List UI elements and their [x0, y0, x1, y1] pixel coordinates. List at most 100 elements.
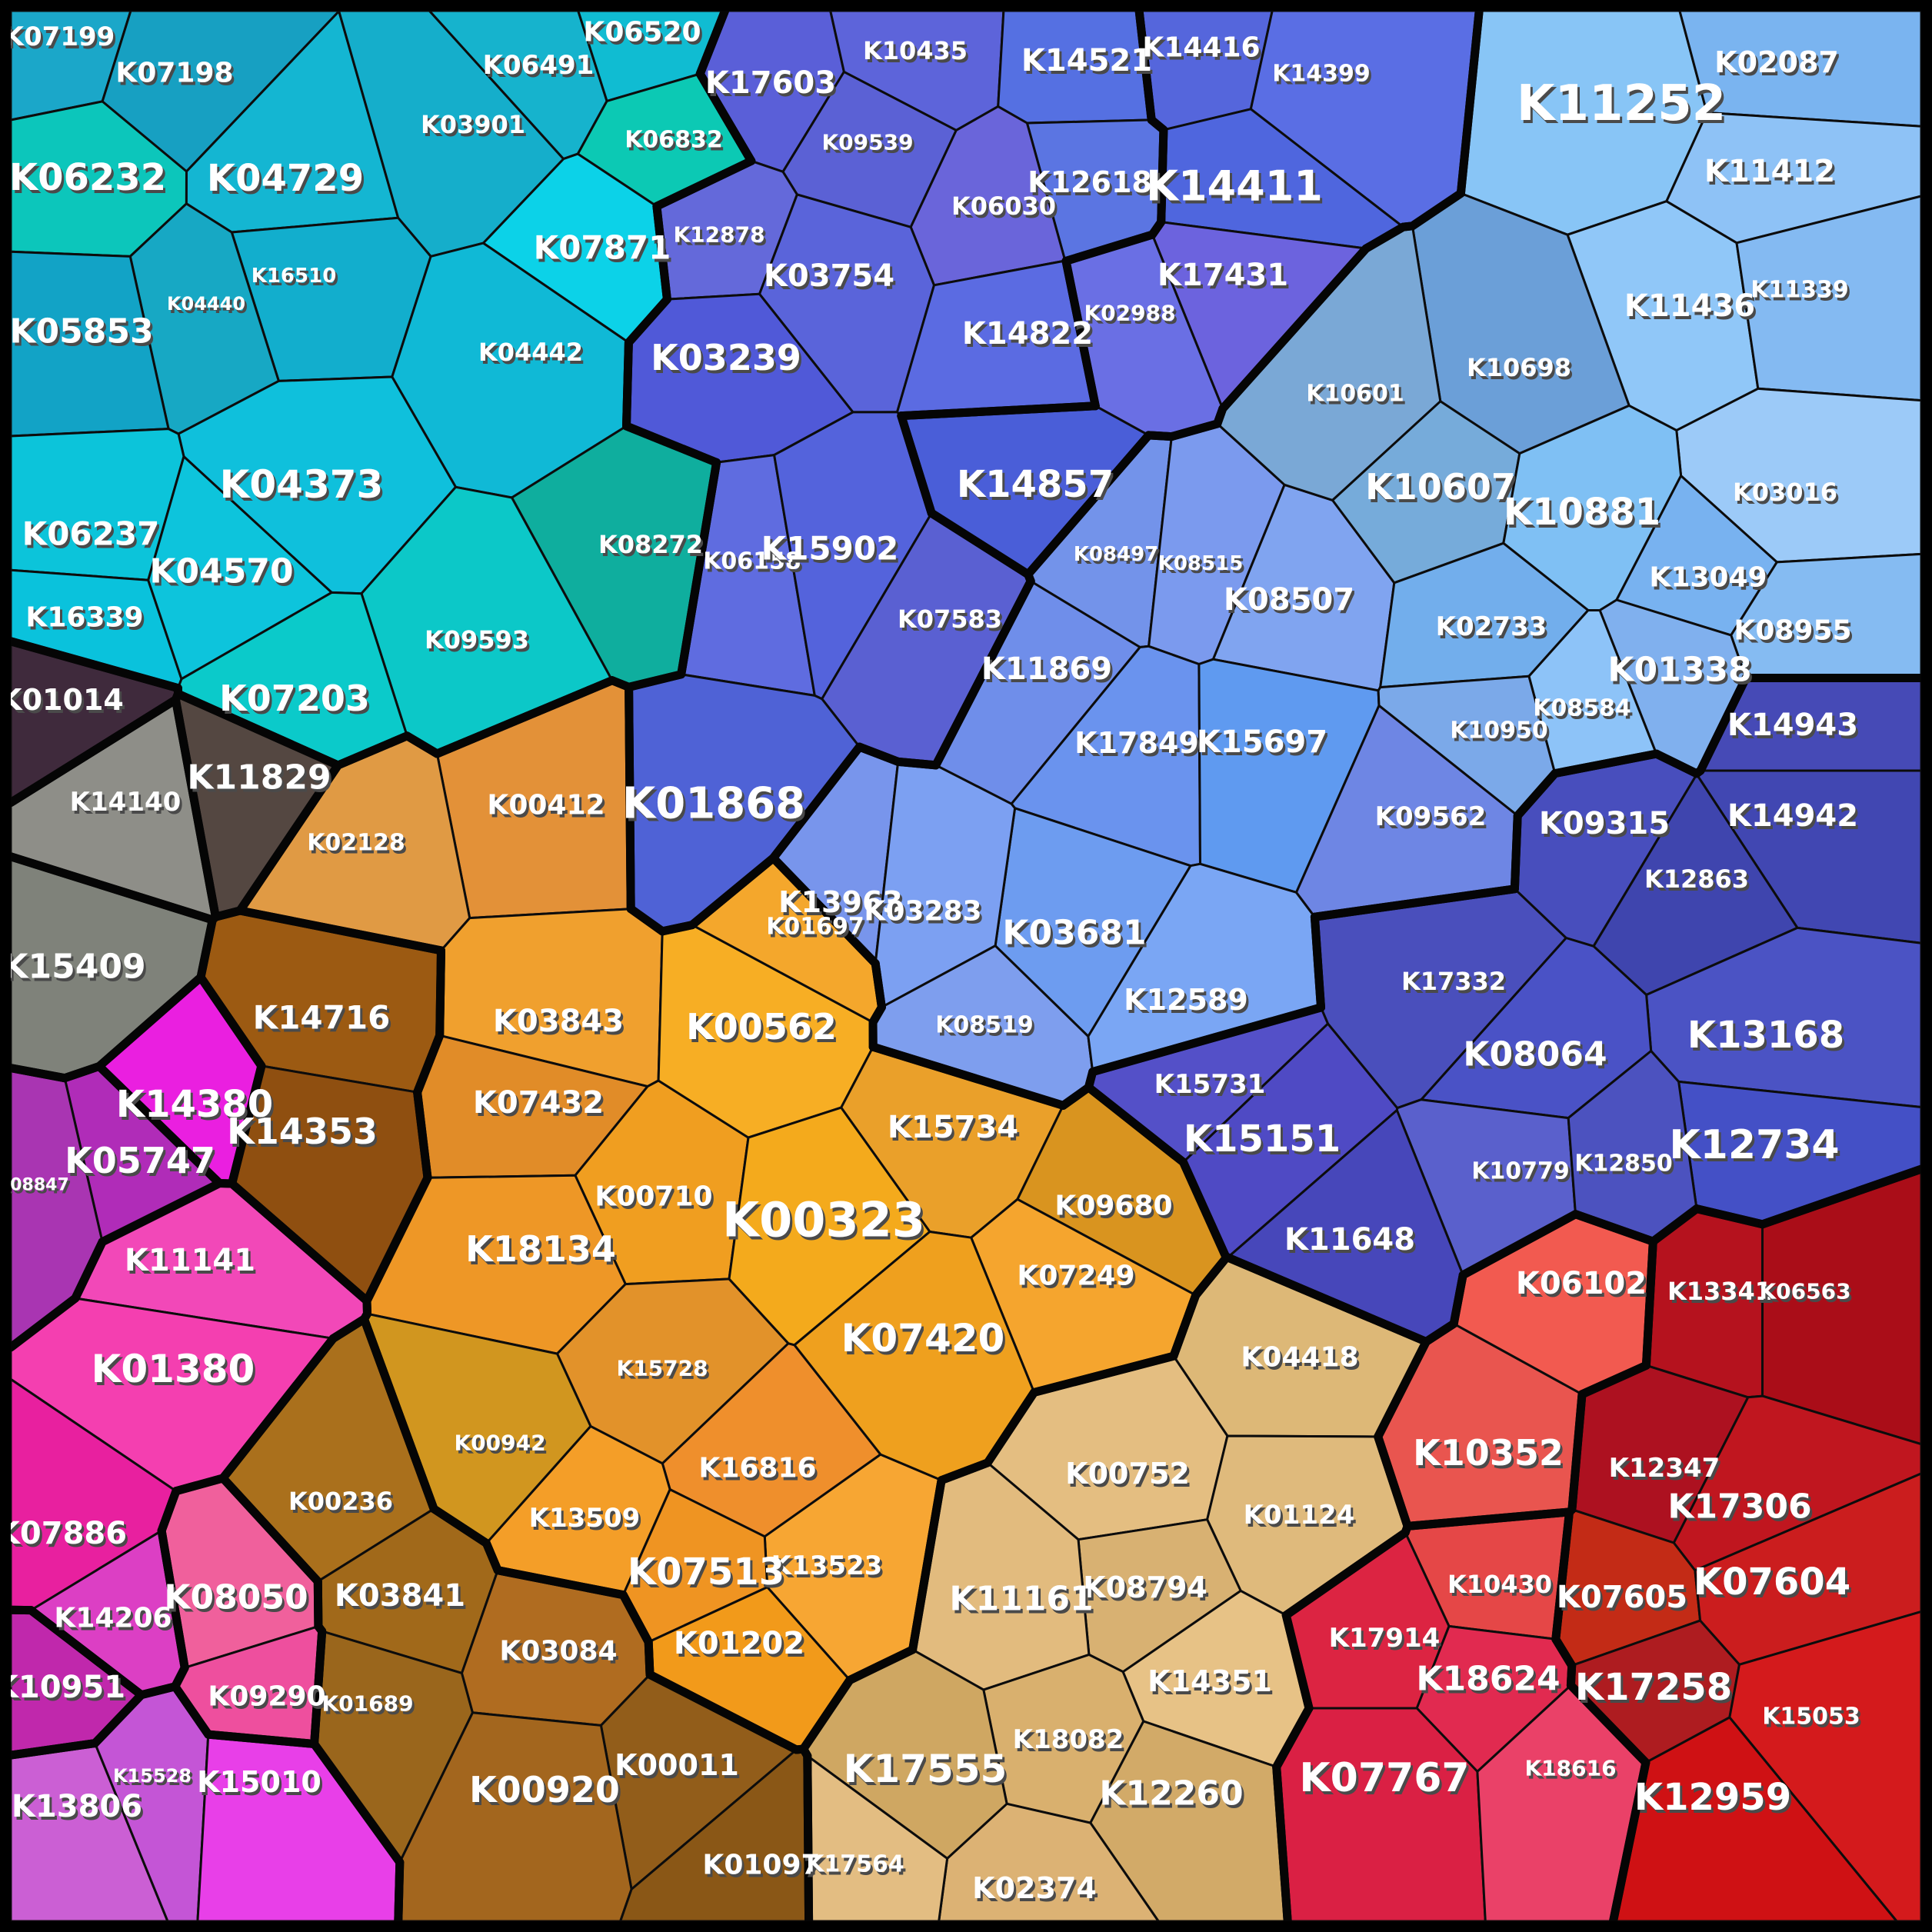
cell-label-shadow: K04373	[222, 465, 386, 510]
cell-label: K05747	[65, 1140, 215, 1181]
cell-label: K18082	[1013, 1724, 1124, 1755]
cell-label: K08497	[1074, 543, 1159, 566]
cell-label: K14943	[1727, 708, 1858, 743]
cell-label-shadow: K00236	[291, 1490, 395, 1519]
cell-label-shadow: K13509	[531, 1506, 643, 1537]
cell-label: K02988	[1084, 301, 1175, 326]
cell-label-shadow: K08584	[1535, 698, 1634, 725]
cell-label-shadow: K01338	[1610, 654, 1754, 693]
cell-label-shadow: K00562	[688, 1009, 839, 1051]
group-border	[1567, 1361, 1651, 1514]
cell-label: K17306	[1667, 1487, 1811, 1527]
cell-label-shadow: K14521	[1024, 46, 1154, 82]
cell-label-shadow: K12878	[675, 225, 767, 251]
cell-label: K10950	[1450, 718, 1548, 744]
cell-label-shadow: K18624	[1418, 1663, 1562, 1702]
group-border	[1758, 1164, 1926, 1229]
cell-label-shadow: K01697	[768, 917, 867, 944]
cell-label-shadow: K02128	[309, 833, 408, 860]
group-border	[803, 1751, 814, 1926]
cell-label: K08507	[1224, 582, 1354, 618]
cell-label: K11412	[1704, 154, 1835, 189]
cell-label-shadow: K06563	[1761, 1282, 1853, 1307]
cell-label-shadow: K13806	[14, 1792, 145, 1827]
cell-label-shadow: K16510	[254, 268, 339, 291]
cell-label-shadow: K14351	[1150, 1667, 1274, 1701]
cell-label: K07199	[4, 22, 115, 52]
cell-label-shadow: K03283	[866, 899, 984, 931]
cell-label: K14411	[1146, 162, 1323, 211]
cell-label-shadow: K13963	[781, 888, 905, 922]
cell-label-shadow: K10951	[0, 1673, 128, 1708]
cell-label: K18616	[1524, 1756, 1616, 1781]
cell-label: K14380	[116, 1083, 273, 1126]
cell-label-shadow: K07198	[118, 61, 235, 92]
cell-label: K02087	[1714, 45, 1839, 79]
cell-label: K15528	[113, 1765, 192, 1787]
cell-label: K14521	[1021, 43, 1152, 78]
cell-label: K07432	[473, 1085, 604, 1121]
cell-label-shadow: K12347	[1611, 1456, 1723, 1487]
cell-label: K16339	[25, 602, 143, 634]
group-border	[1641, 1204, 1767, 1370]
cell-label: K01338	[1607, 651, 1751, 690]
cell-label: K17849	[1074, 726, 1199, 760]
cell-label: K17564	[806, 1851, 904, 1878]
cell-label-shadow: K12734	[1671, 1125, 1841, 1171]
cell-label: K06232	[9, 156, 166, 199]
cell-label: K00323	[722, 1192, 925, 1248]
cell-label-shadow: K00323	[724, 1195, 928, 1251]
cell-label: K03841	[335, 1578, 465, 1614]
cell-label-shadow: K04729	[209, 160, 366, 203]
cell-label: K15731	[1154, 1069, 1266, 1100]
cell-label-shadow: K11869	[984, 655, 1114, 690]
cell-label-shadow: K15902	[764, 533, 901, 571]
cell-label: K07886	[0, 1516, 127, 1551]
cell-label-shadow: K12863	[1647, 868, 1751, 897]
cell-label-shadow: K11436	[1627, 291, 1757, 327]
cell-label-shadow: K03843	[495, 1007, 626, 1042]
cell-label: K03754	[764, 258, 894, 294]
cell-label: K15697	[1197, 724, 1327, 760]
cell-label-shadow: K04570	[152, 555, 295, 595]
cell-label-shadow: K11141	[127, 1246, 258, 1281]
cell-label: K13341	[1667, 1277, 1772, 1306]
cell-label: K10430	[1447, 1570, 1552, 1599]
cell-label-shadow: K08955	[1736, 618, 1854, 650]
cell-label: K15151	[1184, 1118, 1341, 1161]
group-border	[6, 1605, 146, 1760]
cell-label: K00011	[615, 1748, 739, 1782]
cell-label-shadow: K17914	[1331, 1626, 1443, 1657]
cell-label-shadow: K14822	[964, 319, 1095, 355]
cell-label-shadow: K07203	[222, 681, 372, 722]
cell-label: K12618	[1028, 165, 1152, 199]
cell-label: K17603	[705, 65, 836, 101]
cell-label-shadow: K06520	[585, 20, 703, 52]
cell-label-shadow: K00011	[617, 1751, 741, 1785]
cell-label-shadow: K15053	[1764, 1707, 1863, 1734]
group-border	[983, 1351, 1178, 1467]
cell-label: K15902	[761, 530, 899, 568]
cell-label: K14351	[1148, 1664, 1272, 1698]
group-border	[1310, 884, 1519, 1012]
group-border	[622, 295, 721, 467]
group-border	[360, 1309, 491, 1547]
cell-label: K01689	[321, 1691, 413, 1717]
cell-label-shadow: K07886	[0, 1519, 129, 1554]
cell-label: K08272	[598, 530, 703, 559]
cell-label-shadow: K01124	[1246, 1503, 1357, 1534]
cell-label-shadow: K15010	[199, 1768, 324, 1802]
cell-label-shadow: K08519	[938, 1015, 1036, 1042]
cell-label: K13523	[771, 1551, 883, 1581]
cell-label-shadow: K03841	[337, 1581, 468, 1617]
cell-label-shadow: K18134	[468, 1231, 618, 1273]
cell-label: K01697	[766, 914, 864, 941]
cell-label: K10779	[1471, 1158, 1570, 1185]
cell-label-shadow: K05747	[67, 1143, 218, 1184]
cell-label: K06491	[483, 50, 595, 81]
cell-label-shadow: K12959	[1637, 1779, 1794, 1822]
cell-label: K07605	[1557, 1580, 1687, 1615]
group-border	[310, 1627, 405, 1867]
cell-label-shadow: K09315	[1541, 809, 1672, 844]
group-border	[688, 854, 886, 1027]
